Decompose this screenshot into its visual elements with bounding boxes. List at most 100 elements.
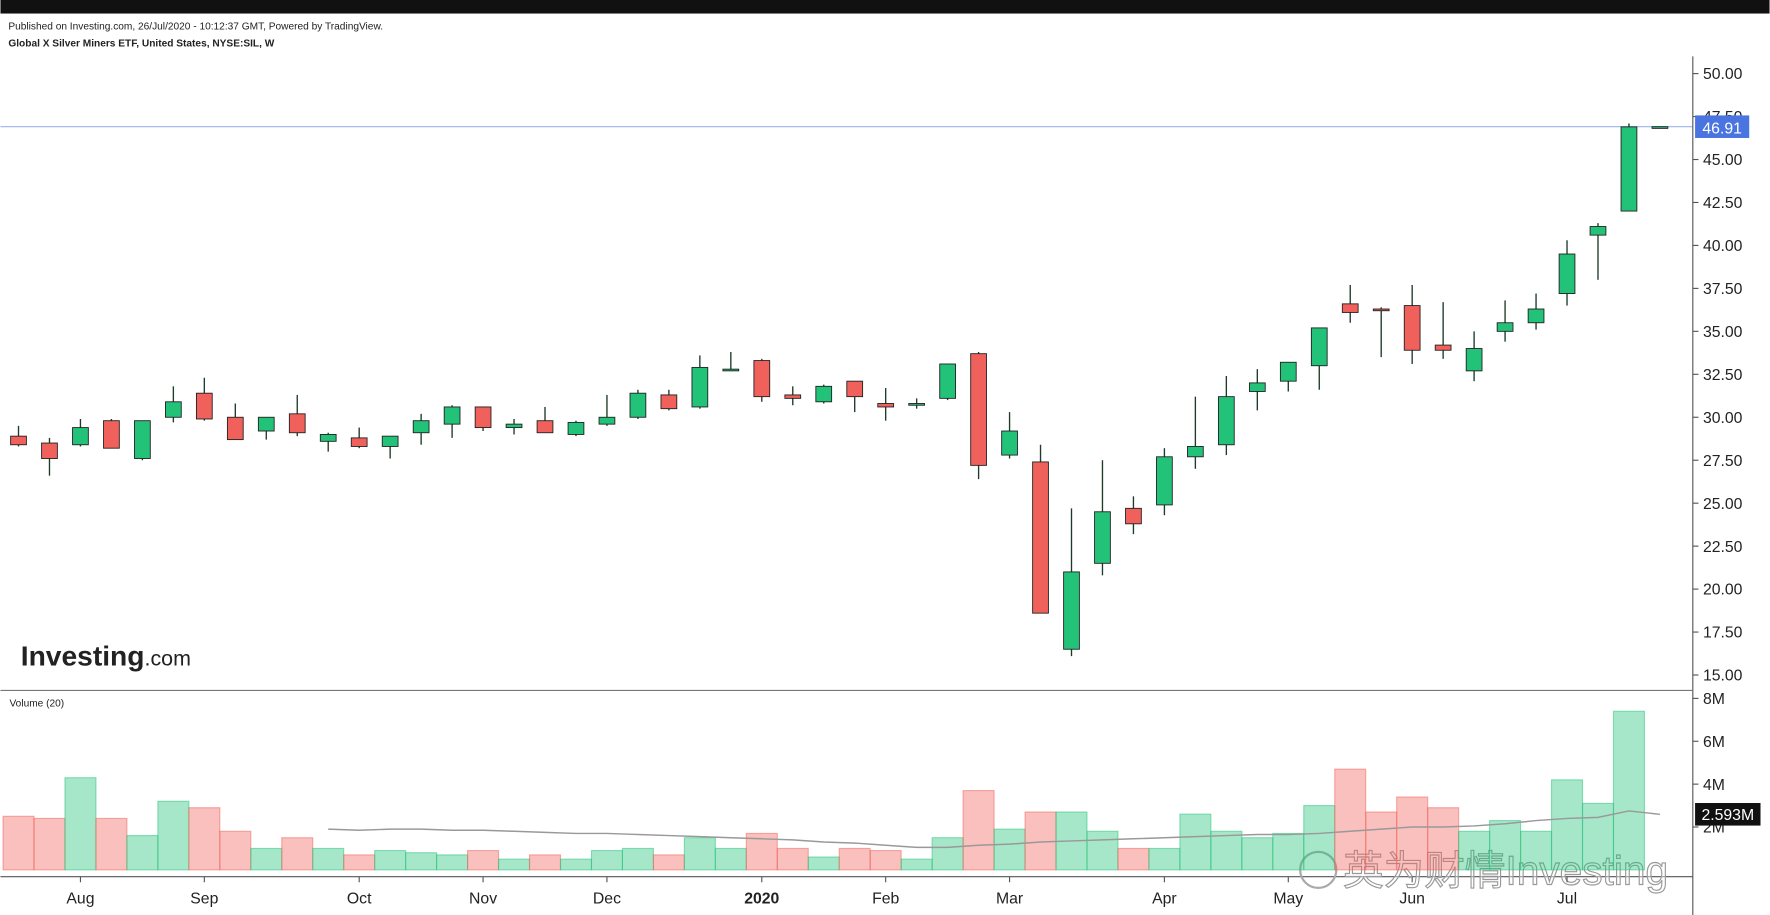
volume-bar (1303, 805, 1336, 871)
y-tick-label: 42.50 (1703, 195, 1743, 212)
volume-label: Volume (20) (9, 698, 64, 709)
y-tick-label: 25.00 (1703, 496, 1743, 513)
candle-body (1620, 126, 1638, 212)
candle-body (1527, 308, 1545, 324)
candle-body (1125, 507, 1142, 525)
x-tick-label: May (1273, 891, 1303, 908)
volume-bar (590, 850, 623, 871)
candle-body (474, 406, 492, 429)
volume-bar (652, 854, 685, 871)
top-bar (0, 0, 1770, 14)
candle-body (1403, 305, 1421, 351)
volume-bar (528, 854, 562, 871)
volume-bar (869, 850, 902, 871)
candle-body (815, 385, 833, 403)
volume-bar (1272, 832, 1305, 871)
last-price-label: 46.91 (1702, 120, 1742, 137)
volume-bar (931, 837, 964, 871)
volume-bar (1612, 710, 1646, 871)
volume-bar (621, 847, 654, 871)
volume-bar (1117, 847, 1150, 871)
candle-body (877, 403, 895, 408)
logo-suffix: .com (145, 647, 191, 671)
volume-bar (219, 830, 252, 871)
candle-body (1094, 511, 1111, 564)
candle-body (505, 423, 523, 429)
y-tick-label: 45.00 (1703, 152, 1743, 169)
volume-tick-label: 6M (1703, 734, 1725, 751)
volume-bar (250, 847, 283, 871)
volume-bar (962, 790, 995, 871)
y-tick-label: 30.00 (1703, 410, 1743, 427)
volume-bar (188, 807, 221, 871)
volume-bar (1365, 811, 1398, 871)
candle-body (443, 406, 461, 425)
candle-body (1187, 446, 1204, 458)
candle-body (567, 421, 585, 435)
candle-body (1310, 327, 1328, 367)
candle-body (257, 416, 275, 432)
candle-body (1434, 344, 1452, 351)
candle-body (908, 403, 925, 406)
volume-bar (1210, 830, 1243, 871)
y-tick-label: 37.50 (1703, 281, 1743, 298)
volume-bar (343, 854, 376, 871)
candle-body (165, 401, 182, 418)
candle-body (412, 420, 430, 434)
candle-body (753, 360, 771, 398)
volume-bar (95, 817, 128, 871)
volume-bar (1148, 847, 1181, 871)
x-tick-label: Oct (347, 891, 372, 908)
volume-bar (559, 858, 593, 871)
candle-body (288, 413, 306, 434)
volume-bar (714, 847, 747, 871)
candle-body (195, 392, 213, 420)
volume-tick-label: 4M (1703, 777, 1725, 794)
volume-bar (126, 835, 159, 871)
candle-body (691, 366, 709, 408)
x-tick-label: Jul (1557, 891, 1577, 908)
candle-body (1589, 226, 1607, 236)
volume-bar (405, 852, 438, 871)
volume-bar (467, 850, 500, 871)
volume-bar (1179, 813, 1212, 871)
y-tick-label: 50.00 (1703, 66, 1743, 83)
x-tick-label: Nov (469, 891, 497, 908)
y-tick-label: 27.50 (1703, 453, 1743, 470)
chart-title: Global X Silver Miners ETF, United State… (8, 38, 274, 49)
volume-bar (1334, 768, 1367, 871)
candle-body (381, 435, 399, 447)
volume-bar (1241, 837, 1274, 871)
volume-ma-box (1695, 803, 1761, 826)
candle-body (1032, 461, 1049, 614)
x-tick-label: Sep (190, 891, 218, 908)
x-tick-label: Aug (66, 891, 94, 908)
volume-bar (1519, 830, 1553, 871)
candle-body (660, 394, 678, 410)
candle-body (72, 427, 89, 446)
volume-bar (497, 858, 531, 871)
volume-bar (281, 837, 314, 871)
volume-bar (993, 828, 1026, 871)
candle-body (536, 420, 554, 434)
last-price-box (1695, 115, 1750, 138)
candle-body (1651, 126, 1669, 129)
candle-body (1217, 396, 1235, 446)
candle-body (784, 394, 802, 399)
candle-body (350, 437, 368, 447)
y-tick-label: 35.00 (1703, 324, 1743, 341)
y-tick-label: 32.50 (1703, 367, 1743, 384)
candle-body (1372, 308, 1390, 312)
logo: Investing.com (21, 640, 191, 672)
candle-body (722, 368, 740, 372)
candle-body (629, 392, 647, 418)
volume-bar (157, 800, 190, 871)
volume-bar (807, 856, 840, 871)
logo-name: Investing (21, 640, 145, 672)
x-tick-label: Mar (996, 891, 1023, 908)
candle-body (939, 363, 956, 399)
candle-body (1496, 322, 1514, 332)
volume-bar (1396, 796, 1429, 871)
candle-body (1248, 382, 1266, 392)
x-tick-label: Apr (1152, 891, 1177, 908)
